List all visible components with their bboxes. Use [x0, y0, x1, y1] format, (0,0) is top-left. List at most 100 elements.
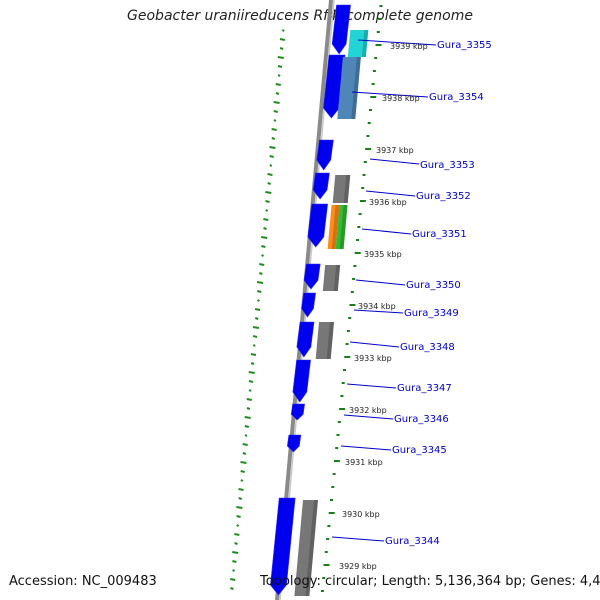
gene-label-gura-3353[interactable]: Gura_3353: [420, 160, 475, 171]
gene-leader-line: [349, 341, 400, 348]
gene-label-gura-3345[interactable]: Gura_3345: [392, 445, 447, 456]
gc-tick: [248, 389, 252, 392]
gene-label-gura-3348[interactable]: Gura_3348: [400, 342, 455, 353]
gc-tick: [261, 236, 268, 239]
gene-arrow: [296, 321, 315, 358]
gc-tick: [259, 272, 263, 275]
gc-tick: [232, 551, 239, 554]
kbp-label: 3934 kbp: [358, 302, 396, 311]
gene-leader-line: [357, 39, 437, 46]
gc-tick: [259, 263, 265, 266]
cog-block-shade: [361, 30, 369, 57]
gc-tick: [236, 515, 241, 518]
gc-tick: [236, 524, 240, 527]
gene-arrow: [292, 359, 311, 403]
gc-tick: [234, 533, 240, 536]
gc-tick: [256, 299, 260, 302]
gc-tick: [269, 164, 273, 167]
gene-arrow: [270, 497, 296, 596]
gc-skew-track: [230, 29, 286, 590]
cog-block: [337, 57, 361, 119]
gene-arrow: [316, 139, 334, 171]
gc-tick: [252, 335, 258, 338]
gene-leader-line: [346, 383, 397, 389]
gene-label-gura-3354[interactable]: Gura_3354: [429, 92, 484, 103]
gc-tick: [232, 569, 236, 572]
gc-tick: [246, 407, 251, 410]
gene-label-gura-3349[interactable]: Gura_3349: [404, 308, 459, 319]
gene-arrow: [303, 263, 321, 290]
gene-arrow: [307, 203, 328, 248]
gene-leader-line: [355, 279, 406, 286]
gc-tick: [240, 470, 245, 473]
gc-tick: [236, 506, 243, 509]
gene-leader-line: [353, 309, 404, 314]
gene-leader-line: [365, 190, 416, 197]
cog-block-shade: [339, 205, 348, 249]
kbp-label: 3930 kbp: [342, 510, 380, 519]
gene-label-gura-3355[interactable]: Gura_3355: [437, 40, 492, 51]
cog-block: [332, 175, 351, 203]
cog-block-shade: [331, 205, 340, 249]
gene-label-gura-3346[interactable]: Gura_3346: [394, 414, 449, 425]
kbp-label: 3936 kbp: [369, 198, 407, 207]
gene-leader-line: [369, 158, 420, 165]
gc-tick: [271, 137, 276, 140]
cog-block: [315, 322, 335, 359]
cog-block: [327, 205, 340, 249]
gene-label-gura-3352[interactable]: Gura_3352: [416, 191, 471, 202]
gene-labels: Gura_3355 Gura_3354 Gura_3353 Gura_3352 …: [385, 40, 492, 547]
gc-tick: [238, 497, 243, 500]
gc-tick: [263, 218, 269, 221]
gene-leader-line: [361, 228, 412, 235]
cog-block-shade: [305, 500, 318, 596]
gene-leader-line: [351, 91, 429, 98]
cog-block: [335, 205, 348, 249]
gc-tick: [281, 29, 285, 32]
gc-tick: [277, 65, 283, 68]
gc-tick: [238, 488, 244, 491]
gc-tick: [256, 281, 264, 284]
gc-tick: [248, 371, 255, 374]
cog-block-shade: [351, 57, 361, 119]
gene-track: [270, 4, 351, 596]
cog-block: [294, 500, 318, 596]
gene-label-gura-3350[interactable]: Gura_3350: [406, 280, 461, 291]
accession-label: Accession: NC_009483: [9, 574, 157, 589]
gene-arrow: [287, 434, 302, 453]
cog-track: [294, 30, 369, 596]
kbp-label: 3931 kbp: [345, 458, 383, 467]
kbp-label: 3929 kbp: [339, 562, 377, 571]
gc-tick: [273, 101, 280, 104]
kbp-label: 3938 kbp: [382, 94, 420, 103]
gc-tick: [230, 587, 234, 590]
map-title: Geobacter uraniireducens Rf4, complete g…: [127, 8, 473, 24]
gc-tick: [263, 227, 267, 230]
gc-tick: [248, 380, 254, 383]
gc-tick: [242, 443, 248, 446]
kbp-label: 3939 kbp: [390, 42, 428, 51]
gene-label-gura-3344[interactable]: Gura_3344: [385, 536, 440, 547]
gc-tick: [277, 74, 281, 77]
gc-tick: [275, 92, 280, 95]
cog-block: [347, 30, 369, 57]
kbp-labels: 3939 kbp 3938 kbp 3937 kbp 3936 kbp 3935…: [339, 42, 428, 571]
gc-tick: [252, 326, 260, 329]
cog-block-shade: [333, 265, 341, 291]
gc-tick: [230, 578, 236, 581]
cog-block-shade: [343, 175, 351, 203]
gc-tick: [244, 434, 248, 437]
gc-tick: [240, 461, 247, 464]
gc-tick: [265, 200, 270, 203]
kbp-label: 3932 kbp: [349, 406, 387, 415]
gc-tick: [232, 560, 237, 563]
gc-tick: [275, 83, 281, 86]
gene-label-gura-3351[interactable]: Gura_3351: [412, 229, 467, 240]
gene-label-gura-3347[interactable]: Gura_3347: [397, 383, 452, 394]
gc-tick: [254, 308, 261, 311]
gc-tick: [279, 38, 286, 41]
gc-tick: [261, 245, 266, 248]
gene-leader-line: [331, 536, 385, 542]
gc-tick: [246, 398, 252, 401]
